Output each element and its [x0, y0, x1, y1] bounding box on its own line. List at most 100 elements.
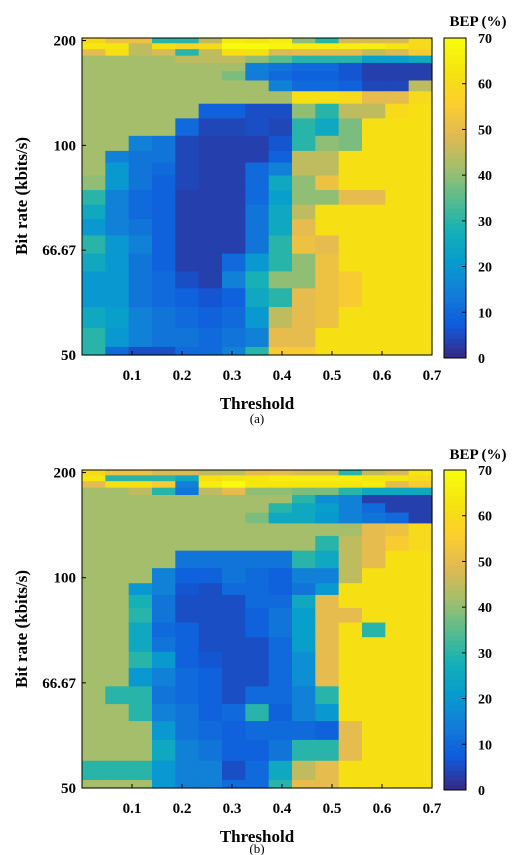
- heatmap-cell: [268, 288, 293, 308]
- heatmap-cell: [338, 271, 363, 289]
- heatmap-cell: [268, 721, 293, 741]
- heatmap-cell: [292, 150, 316, 164]
- heatmap-cell: [82, 80, 106, 92]
- heatmap-cell: [292, 651, 316, 669]
- panel-a-colorbar: 0 10 20 30 40 50 60 70: [443, 32, 492, 367]
- heatmap-cell: [128, 271, 153, 289]
- heatmap-cell: [82, 62, 106, 72]
- heatmap-cell: [292, 494, 316, 504]
- heatmap-cell: [152, 481, 176, 489]
- heatmap-cell: [152, 475, 176, 482]
- colorbar-swatch: [444, 248, 466, 254]
- heatmap-cell: [128, 91, 153, 105]
- heatmap-cell: [105, 49, 130, 57]
- heatmap-cell: [338, 103, 363, 119]
- colorbar-swatch: [444, 53, 466, 59]
- heatmap-cell: [175, 494, 200, 504]
- heatmap-cell: [82, 487, 106, 496]
- heatmap-cell: [245, 583, 270, 596]
- colorbar-swatch: [444, 188, 466, 194]
- heatmap-cell: [152, 470, 176, 476]
- heatmap-cell: [338, 622, 363, 638]
- heatmap-cell: [385, 103, 410, 119]
- colorbar-tick-label: 10: [478, 306, 492, 321]
- heatmap-cell: [292, 307, 316, 329]
- heatmap-cell: [268, 512, 293, 524]
- heatmap-cell: [385, 760, 410, 781]
- heatmap-cell: [385, 71, 410, 82]
- heatmap-cell: [315, 481, 340, 489]
- colorbar-swatch: [444, 625, 466, 631]
- heatmap-cell: [385, 487, 410, 496]
- heatmap-cell: [105, 346, 130, 356]
- panel-b-x-ticks: 0.1 0.2 0.3 0.4 0.5 0.6 0.7: [123, 784, 442, 817]
- heatmap-cell: [338, 760, 363, 781]
- heatmap-cell: [82, 49, 106, 57]
- heatmap-cell: [175, 62, 200, 72]
- heatmap-cell: [408, 103, 433, 119]
- heatmap-cell: [292, 470, 316, 476]
- heatmap-cell: [245, 535, 270, 552]
- heatmap-cell: [338, 43, 363, 50]
- heatmap-cell: [408, 271, 433, 289]
- heatmap-cell: [315, 150, 340, 164]
- heatmap-cell: [292, 204, 316, 220]
- heatmap-cell: [245, 721, 270, 741]
- colorbar-swatch: [444, 480, 466, 486]
- panel-b-y-axis-label: Bit rate (kbits/s): [12, 570, 31, 688]
- heatmap-cell: [245, 607, 270, 624]
- heatmap-cell: [245, 162, 270, 177]
- heatmap-cell: [362, 38, 386, 44]
- heatmap-cell: [245, 494, 270, 504]
- heatmap-cell: [408, 583, 433, 596]
- colorbar-swatch: [444, 560, 466, 566]
- heatmap-cell: [338, 135, 363, 152]
- heatmap-cell: [175, 512, 200, 524]
- heatmap-cell: [175, 470, 200, 476]
- heatmap-cell: [175, 55, 200, 64]
- heatmap-cell: [315, 91, 340, 105]
- heatmap-cell: [315, 43, 340, 50]
- heatmap-cell: [362, 204, 386, 220]
- heatmap-cell: [245, 190, 270, 206]
- colorbar-frame: [443, 469, 467, 791]
- colorbar-tick-label: 30: [478, 647, 492, 662]
- heatmap-cell: [222, 288, 246, 308]
- heatmap-cell: [198, 190, 223, 206]
- heatmap-cell: [152, 523, 176, 537]
- heatmap-cell: [362, 481, 386, 489]
- heatmap-cell: [222, 686, 246, 705]
- heatmap-cell: [222, 235, 246, 255]
- heatmap-cell: [385, 568, 410, 584]
- heatmap-cell: [105, 43, 130, 50]
- heatmap-cell: [128, 118, 153, 137]
- colorbar-swatch: [444, 570, 466, 576]
- heatmap-cell: [198, 43, 223, 50]
- heatmap-cell: [268, 739, 293, 762]
- heatmap-cell: [408, 307, 433, 329]
- heatmap-cell: [198, 253, 223, 272]
- colorbar-tick-label: 20: [478, 693, 492, 708]
- heatmap-cell: [292, 721, 316, 741]
- heatmap-cell: [175, 135, 200, 152]
- heatmap-cell: [245, 481, 270, 489]
- heatmap-cell: [198, 594, 223, 609]
- heatmap-cell: [315, 135, 340, 152]
- heatmap-cell: [152, 38, 176, 44]
- heatmap-cell: [385, 43, 410, 50]
- heatmap-cell: [338, 550, 363, 569]
- heatmap-cell: [128, 622, 153, 638]
- colorbar-swatch: [444, 715, 466, 721]
- heatmap-cell: [128, 594, 153, 609]
- heatmap-cell: [385, 271, 410, 289]
- heatmap-cell: [82, 637, 106, 653]
- heatmap-cell: [385, 704, 410, 722]
- heatmap-cell: [362, 80, 386, 92]
- heatmap-cell: [175, 175, 200, 191]
- heatmap-cell: [105, 568, 130, 584]
- heatmap-cell: [128, 62, 153, 72]
- heatmap-cell: [338, 637, 363, 653]
- colorbar-swatch: [444, 313, 466, 319]
- heatmap-cell: [152, 80, 176, 92]
- heatmap-cell: [128, 150, 153, 164]
